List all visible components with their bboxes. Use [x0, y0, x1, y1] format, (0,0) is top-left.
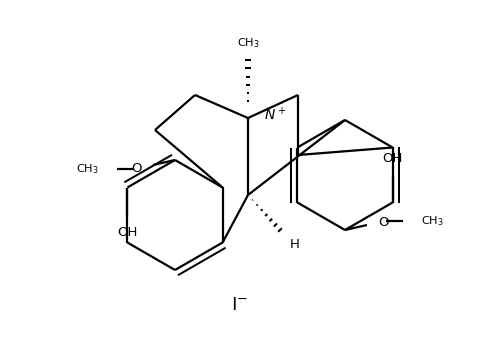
Text: CH$_3$: CH$_3$	[76, 162, 99, 176]
Text: H: H	[290, 238, 300, 251]
Text: CH$_3$: CH$_3$	[237, 36, 259, 50]
Text: OH: OH	[117, 225, 138, 238]
Text: O: O	[132, 162, 142, 174]
Text: $N^+$: $N^+$	[264, 106, 286, 124]
Text: I$^{-}$: I$^{-}$	[231, 296, 249, 314]
Text: CH$_3$: CH$_3$	[421, 214, 444, 228]
Text: O: O	[378, 215, 388, 229]
Text: OH: OH	[383, 151, 403, 164]
